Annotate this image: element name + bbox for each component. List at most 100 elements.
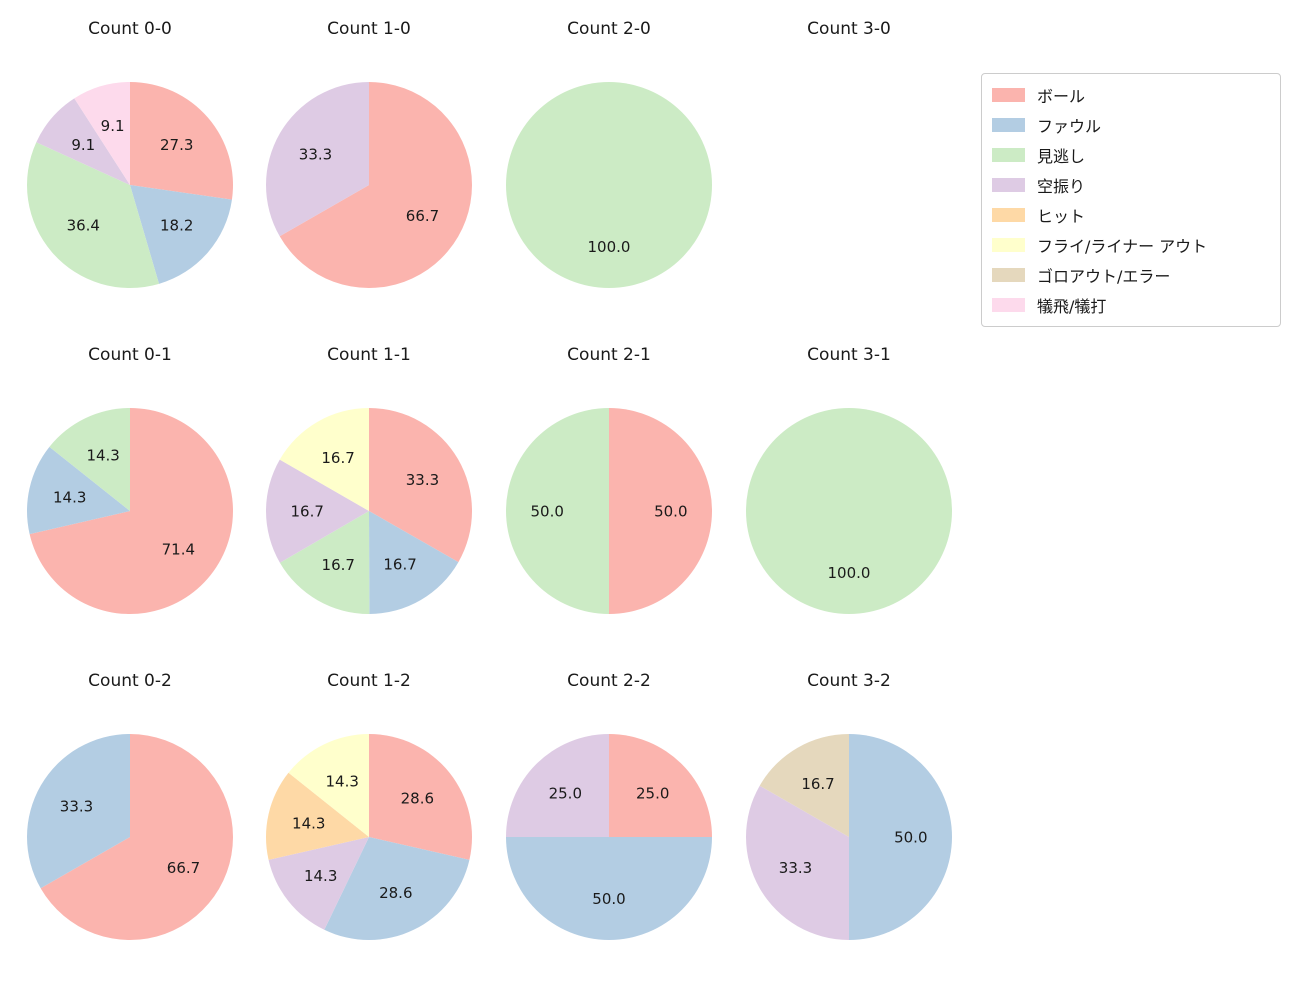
pie-count-0-0: 27.3 18.2 36.4 9.1 9.1 (26, 82, 233, 289)
pie-count-2-0: 100.0 (506, 82, 712, 288)
pie-count-0-1: 71.4 14.3 14.3 (26, 408, 233, 614)
pie-count-1-0: 66.7 33.3 (266, 82, 473, 288)
pie-slice (369, 511, 459, 614)
pie-chart-count-3-2: Count 3-2 50.0 33.3 16.7 (731, 668, 967, 958)
legend-swatch-fly-liner-out (992, 238, 1025, 252)
pie-slice-percent-label: 14.3 (86, 447, 119, 465)
pie-slice-percent-label: 27.3 (160, 136, 193, 154)
pie-count-1-1: 33.3 16.7 16.7 16.7 16.7 (266, 408, 473, 615)
pie-slice (74, 82, 130, 185)
chart-title-count-2-2: Count 2-2 (567, 671, 651, 691)
pie-slice (26, 142, 160, 289)
pie-slice-percent-label: 33.3 (406, 471, 439, 489)
pie-slice-percent-label: 100.0 (588, 238, 631, 256)
pie-slice (26, 446, 131, 535)
legend-label-ball: ボール (1037, 87, 1086, 106)
pie-slice-percent-label: 100.0 (828, 564, 871, 582)
pie-chart-count-0-0: Count 0-0 27.3 18.2 36.4 9.1 9.1 (12, 16, 248, 306)
pie-chart-count-2-0: Count 2-0 100.0 (491, 16, 727, 306)
pie-slice (49, 408, 130, 511)
pie-slice-percent-label: 16.7 (322, 556, 355, 574)
pie-slice (609, 408, 712, 614)
legend-item-ball: ボール (992, 83, 1270, 107)
pie-slice (27, 734, 130, 889)
pie-slice (36, 98, 130, 185)
legend-swatch-called-strike (992, 148, 1025, 162)
legend-item-swinging-strike: 空振り (992, 173, 1270, 197)
pie-count-3-2: 50.0 33.3 16.7 (746, 734, 952, 940)
pie-slice-percent-label: 66.7 (167, 859, 200, 877)
chart-title-count-3-0: Count 3-0 (807, 19, 891, 39)
pie-slice-percent-label: 18.2 (160, 217, 193, 235)
pie-slice-percent-label: 50.0 (592, 890, 625, 908)
pie-slice (849, 734, 952, 940)
pie-slice-percent-label: 33.3 (779, 859, 812, 877)
pie-slice (266, 82, 369, 237)
pie-slice (369, 408, 473, 563)
pie-slice-percent-label: 33.3 (60, 797, 93, 815)
chart-title-count-2-0: Count 2-0 (567, 19, 651, 39)
pie-slice (506, 82, 712, 288)
legend-swatch-swinging-strike (992, 178, 1025, 192)
chart-title-count-3-1: Count 3-1 (807, 345, 891, 365)
pie-slice-percent-label: 14.3 (304, 867, 337, 885)
pie-slice-percent-label: 14.3 (292, 815, 325, 833)
legend-item-sacrifice: 犠飛/犠打 (992, 293, 1270, 317)
pie-slice (29, 408, 233, 614)
pie-slice-percent-label: 9.1 (71, 136, 95, 154)
pie-slice (746, 408, 952, 614)
legend-item-hit: ヒット (992, 203, 1270, 227)
pie-slice (130, 82, 233, 200)
pie-slice-percent-label: 14.3 (325, 773, 358, 791)
pie-slice (130, 185, 232, 284)
pie-slice (279, 82, 473, 288)
pie-slice (279, 408, 369, 511)
pie-slice-percent-label: 9.1 (101, 117, 125, 135)
pie-slice (324, 837, 470, 941)
legend-label-hit: ヒット (1037, 207, 1086, 226)
pie-slice-percent-label: 16.7 (801, 775, 834, 793)
pie-slice (265, 772, 369, 860)
chart-title-count-0-1: Count 0-1 (88, 345, 172, 365)
pie-slice-percent-label: 36.4 (67, 217, 100, 235)
chart-title-count-1-0: Count 1-0 (327, 19, 411, 39)
pie-slice-percent-label: 71.4 (162, 541, 195, 559)
pie-slice-percent-label: 14.3 (53, 489, 86, 507)
pie-chart-count-2-2: Count 2-2 25.0 50.0 25.0 (491, 668, 727, 958)
pie-slice-percent-label: 50.0 (530, 502, 563, 520)
pie-slice (506, 837, 712, 940)
pie-slice (506, 408, 609, 614)
pie-count-3-0 (734, 70, 964, 300)
legend-swatch-foul (992, 118, 1025, 132)
pie-chart-count-3-1: Count 3-1 100.0 (731, 342, 967, 632)
pie-slice (268, 837, 369, 930)
pie-slice (288, 734, 369, 837)
legend-label-foul: ファウル (1037, 117, 1102, 136)
legend-item-fly-liner-out: フライ/ライナー アウト (992, 233, 1270, 257)
chart-title-count-3-2: Count 3-2 (807, 671, 891, 691)
pie-chart-count-1-0: Count 1-0 66.7 33.3 (251, 16, 487, 306)
chart-title-count-1-2: Count 1-2 (327, 671, 411, 691)
legend: ボール ファウル 見逃し 空振り ヒット フライ/ライナー アウト ゴロアウト/… (981, 73, 1281, 327)
pie-count-0-2: 66.7 33.3 (27, 734, 234, 940)
chart-title-count-1-1: Count 1-1 (327, 345, 411, 365)
pie-slice-percent-label: 33.3 (299, 145, 332, 163)
pie-slice-percent-label: 16.7 (321, 449, 354, 467)
pie-slice-percent-label: 28.6 (401, 790, 434, 808)
legend-item-foul: ファウル (992, 113, 1270, 137)
legend-item-called-strike: 見逃し (992, 143, 1270, 167)
pie-slice-percent-label: 28.6 (379, 884, 412, 902)
pie-chart-count-0-2: Count 0-2 66.7 33.3 (12, 668, 248, 958)
pie-slice (506, 734, 609, 837)
pie-slice (609, 734, 712, 837)
legend-label-called-strike: 見逃し (1037, 147, 1086, 166)
pie-chart-count-1-2: Count 1-2 28.6 28.6 14.3 14.3 14.3 (251, 668, 487, 958)
pie-slice-percent-label: 25.0 (549, 785, 582, 803)
pie-count-3-1: 100.0 (746, 408, 952, 614)
pie-slice-percent-label: 16.7 (290, 502, 323, 520)
pie-chart-count-3-0: Count 3-0 (731, 16, 967, 306)
pie-count-2-1: 50.0 50.0 (506, 408, 712, 614)
pie-slice (40, 734, 234, 940)
pie-slice (279, 511, 370, 615)
